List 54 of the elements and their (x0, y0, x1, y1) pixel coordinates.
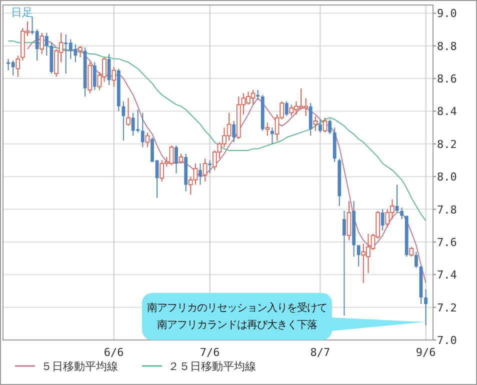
candlestick (174, 145, 178, 174)
candlestick (198, 163, 202, 186)
candlestick (16, 55, 20, 78)
y-tick-label: 9.0 (437, 7, 457, 20)
candlestick (92, 62, 96, 90)
candlestick (328, 118, 332, 135)
y-tick-label: 8.2 (437, 138, 457, 151)
candlestick (140, 112, 144, 148)
y-tick-label: 7.8 (437, 203, 457, 216)
candlestick (400, 207, 404, 220)
x-tick-label: 8/7 (310, 346, 330, 359)
candlestick (44, 32, 48, 56)
candlestick (414, 251, 418, 269)
candlestick (145, 132, 150, 148)
candlestick (232, 120, 236, 143)
annotation: 日足 (11, 6, 33, 19)
y-tick-label: 8.0 (437, 170, 457, 184)
candlestick (346, 200, 352, 241)
candlestick (308, 102, 312, 136)
legend-label: ５日移動平均線 (41, 360, 118, 373)
candlestick (395, 184, 399, 214)
candlestick (126, 98, 130, 126)
candlestick (313, 116, 318, 132)
annotation: 南アフリカランドは再び大きく下落 (157, 319, 317, 331)
candlestick (112, 66, 116, 88)
candlestick (40, 32, 44, 55)
candlestick (284, 100, 288, 117)
annotation: 南アフリカのリセッション入りを受けて (147, 302, 327, 314)
candlestick (342, 210, 346, 316)
candlestick (322, 117, 328, 133)
legend-label: ２５日移動平均線 (168, 360, 256, 373)
candlestick (270, 127, 274, 144)
y-tick-label: 7.0 (437, 334, 457, 347)
candlestick (380, 208, 384, 232)
y-tick-label: 8.4 (437, 105, 458, 118)
candlestick (202, 158, 208, 182)
candlestick (78, 45, 82, 58)
y-tick-label: 7.6 (437, 236, 457, 249)
x-tick-label: 7/6 (200, 346, 220, 359)
x-tick-label: 9/6 (416, 346, 436, 359)
candlestick (178, 153, 184, 164)
y-tick-label: 8.6 (437, 72, 457, 86)
candlestick (356, 244, 360, 267)
x-tick-label: 6/6 (104, 346, 124, 359)
candlestick (409, 246, 414, 258)
y-tick-label: 8.8 (437, 40, 457, 53)
candlestick (265, 122, 270, 136)
candlestick (318, 118, 322, 133)
candlestick (256, 89, 260, 100)
y-tick-label: 7.2 (437, 301, 457, 314)
candlestick (424, 288, 428, 326)
y-tick-label: 7.4 (437, 268, 458, 282)
candlestick (208, 160, 212, 174)
candlestick (107, 54, 111, 86)
